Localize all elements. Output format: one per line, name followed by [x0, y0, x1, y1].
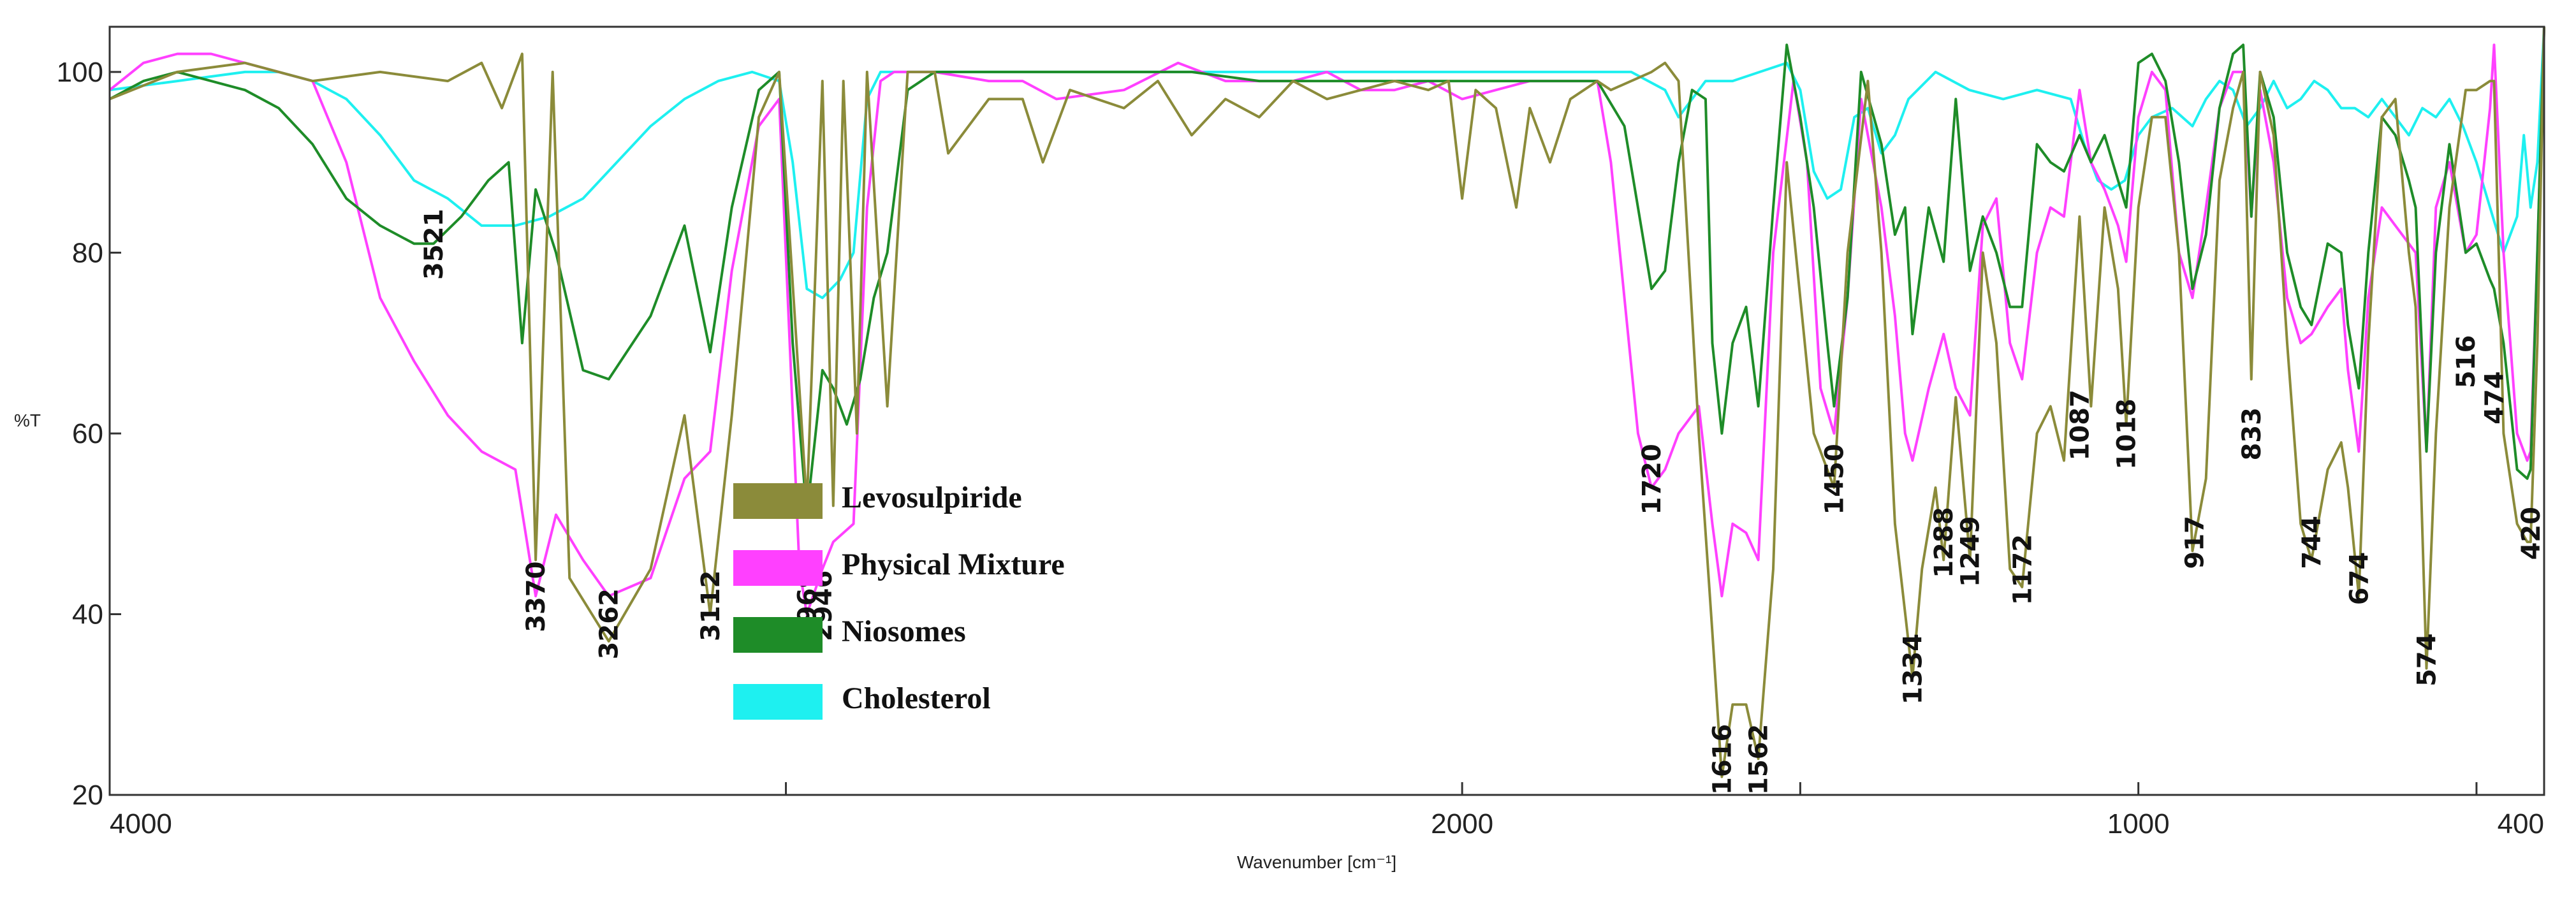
series-line-levosulpiride: [109, 26, 2545, 778]
peak-label-1450: 1450: [1820, 444, 1849, 514]
legend-label-levosulpiride: Levosulpiride: [842, 481, 1022, 514]
peak-label-474: 474: [2480, 371, 2510, 425]
peak-label-1616: 1616: [1708, 724, 1737, 795]
peak-label-917: 917: [2181, 516, 2210, 569]
legend: Levosulpiride Physical Mixture Niosomes …: [733, 481, 1065, 720]
peak-label-744: 744: [2297, 516, 2327, 569]
y-tick-label: 60: [72, 418, 103, 449]
peak-label-574: 574: [2413, 633, 2442, 687]
x-tick-label: 4000: [110, 808, 172, 840]
peak-label-1720: 1720: [1637, 444, 1667, 514]
series-line-cholesterol: [109, 26, 2545, 300]
peak-label-3370: 3370: [522, 561, 551, 632]
legend-label-niosomes: Niosomes: [842, 615, 966, 648]
peak-label-420: 420: [2517, 507, 2546, 560]
peak-label-1249: 1249: [1956, 516, 1986, 587]
x-axis-label: Wavenumber [cm⁻¹]: [1237, 852, 1396, 872]
y-tick-label: 20: [72, 780, 103, 811]
peak-label-3262: 3262: [595, 588, 624, 659]
y-tick-label: 80: [72, 237, 103, 268]
legend-label-cholesterol: Cholesterol: [842, 681, 991, 715]
axis-layer: 4000 2000 1000 400 20 40 60 80 100: [57, 57, 2545, 840]
peak-label-3112: 3112: [696, 571, 726, 641]
x-tick-label: 1000: [2107, 808, 2170, 840]
peak-label-1172: 1172: [2008, 534, 2037, 605]
peak-label-833: 833: [2237, 407, 2267, 461]
legend-swatch-physical-mixture: [733, 550, 823, 586]
peak-label-1018: 1018: [2112, 398, 2142, 469]
series-line-niosomes: [109, 26, 2545, 516]
legend-swatch-niosomes: [733, 617, 823, 653]
x-tick-label: 400: [2498, 808, 2544, 840]
peak-label-1334: 1334: [1898, 634, 1928, 704]
peak-label-3521: 3521: [420, 209, 449, 280]
peak-label-1562: 1562: [1745, 724, 1774, 795]
x-tick-label: 2000: [1431, 808, 1493, 840]
peak-label-516: 516: [2452, 335, 2481, 389]
legend-label-physical-mixture: Physical Mixture: [842, 548, 1065, 581]
series-layer: [108, 26, 2545, 778]
peak-label-1288: 1288: [1929, 507, 1959, 578]
y-tick-label: 40: [72, 599, 103, 630]
plot-frame: [108, 25, 2545, 796]
peak-label-674: 674: [2345, 552, 2374, 606]
legend-swatch-levosulpiride: [733, 483, 823, 519]
peak-label-1087: 1087: [2065, 389, 2095, 460]
legend-swatch-cholesterol: [733, 684, 823, 720]
y-axis-label: %T: [14, 411, 41, 430]
y-tick-label: 100: [57, 57, 103, 88]
